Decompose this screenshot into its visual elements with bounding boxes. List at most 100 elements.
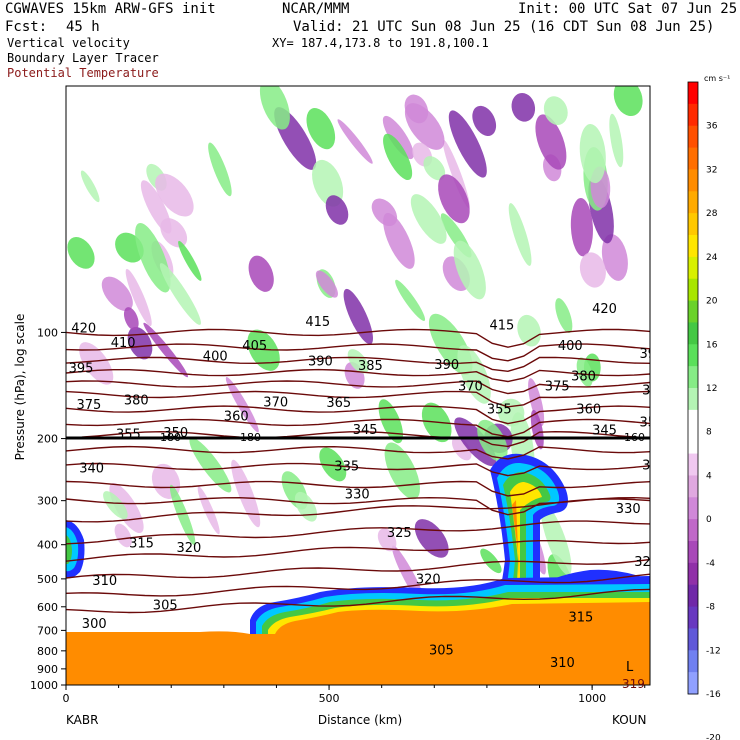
y-axis-label: Pressure (hPa), log scale	[13, 313, 27, 461]
velocity-cell	[208, 142, 232, 197]
y-tick-label: 500	[37, 573, 58, 586]
velocity-cell	[125, 268, 152, 327]
colorbar-label: -8	[706, 603, 715, 613]
colorbar-swatch	[688, 82, 698, 105]
contour-label: 370	[458, 379, 483, 394]
velocity-cell	[511, 92, 536, 122]
velocity-cell	[371, 198, 398, 227]
contour-label: 330	[616, 502, 641, 517]
colorbar-swatch	[688, 191, 698, 214]
velocity-cell	[325, 195, 349, 225]
contour-label: 410	[111, 336, 136, 351]
colorbar-swatch	[688, 475, 698, 498]
cross-section-xy: XY= 187.4,173.8 to 191.8,100.1	[272, 36, 489, 50]
velocity-cell	[79, 342, 114, 385]
colorbar-label: 12	[706, 384, 717, 394]
contour-label: 390	[434, 358, 459, 373]
contour-label: 345	[592, 424, 617, 439]
velocity-cell	[103, 491, 128, 520]
velocity-cell	[101, 276, 133, 312]
contour-label: 375	[545, 379, 570, 394]
colorbar-label: -20	[706, 734, 721, 740]
velocity-cell	[159, 263, 201, 325]
colorbar-label: 0	[706, 515, 712, 525]
velocity-cell	[135, 222, 171, 293]
theta-contour-line	[66, 405, 650, 425]
theta-contour-line	[66, 356, 650, 373]
y-tick-label: 1000	[30, 679, 58, 692]
velocity-cell	[123, 307, 139, 331]
velocity-cell	[410, 194, 447, 244]
colorbar-swatch	[688, 519, 698, 542]
velocity-cell	[480, 548, 502, 574]
contour-label: 310	[550, 656, 575, 671]
velocity-cell	[114, 523, 132, 548]
colorbar-swatch	[688, 453, 698, 476]
velocity-cell	[155, 173, 194, 217]
vertical-velocity-field	[67, 86, 643, 610]
valid-time: Valid: 21 UTC Sun 08 Jun 25 (16 CDT Sun …	[293, 19, 715, 35]
y-tick-label: 600	[37, 601, 58, 614]
colorbar-swatch	[688, 628, 698, 651]
contour-label: 390	[308, 354, 333, 369]
x-start-station: KABR	[66, 713, 99, 727]
theta-contour-line	[66, 520, 650, 545]
velocity-cell	[451, 436, 472, 461]
contour-label: 385	[358, 359, 383, 374]
velocity-cell	[404, 94, 429, 124]
contour-label: 325	[634, 555, 659, 570]
velocity-cell	[395, 279, 426, 321]
contour-label: 395	[640, 347, 665, 362]
velocity-cell	[248, 255, 274, 292]
contour-label: 400	[558, 339, 583, 354]
colorbar-swatch	[688, 409, 698, 433]
contour-label: 355	[487, 403, 512, 418]
theta-contour-line	[66, 390, 650, 408]
velocity-cell	[312, 159, 344, 207]
y-tick-label: 100	[37, 326, 58, 339]
contour-label: 365	[326, 396, 351, 411]
colorbar-label: 32	[706, 165, 717, 175]
potential-temperature-contours	[66, 328, 650, 614]
contour-label: 315	[569, 610, 594, 625]
theta-contour-line	[66, 445, 650, 460]
colorbar-swatch	[688, 562, 698, 586]
contour-label: 370	[263, 395, 288, 410]
velocity-cell	[259, 86, 290, 130]
colorbar-label: 28	[706, 209, 718, 219]
contour-label: 350	[163, 426, 188, 441]
velocity-cell	[343, 288, 373, 345]
velocity-cell	[377, 528, 397, 552]
velocity-cell	[601, 234, 628, 281]
contour-label: 335	[334, 459, 359, 474]
colorbar-label: 36	[706, 122, 718, 132]
colorbar-swatch	[688, 431, 698, 455]
colorbar-swatch	[688, 278, 698, 302]
x-tick-label: 0	[63, 692, 70, 705]
theta-contour-line	[66, 380, 650, 395]
contour-label: 325	[387, 526, 412, 541]
fcst-value: 45 h	[66, 19, 100, 35]
velocity-cell	[315, 270, 338, 298]
velocity-cell	[231, 459, 261, 528]
theta-contour-line	[66, 368, 650, 383]
tropopause-inline-label: 180	[160, 431, 181, 444]
y-tick-label: 400	[37, 539, 58, 552]
contour-label: 415	[305, 315, 330, 330]
x-tick-label: 500	[319, 692, 340, 705]
velocity-cell	[337, 119, 373, 164]
velocity-cell	[576, 357, 593, 387]
contour-label: 400	[203, 349, 228, 364]
colorbar-label: 24	[706, 253, 718, 263]
colorbar-swatch	[688, 366, 698, 389]
contour-label: 320	[416, 572, 441, 587]
velocity-cell	[109, 482, 144, 534]
colorbar-units: cm s⁻¹	[704, 74, 731, 83]
theta-contour-line	[66, 343, 650, 362]
velocity-cell	[540, 503, 572, 576]
velocity-cell	[555, 298, 573, 334]
contour-label: 365	[642, 384, 667, 399]
velocity-cell	[382, 115, 414, 160]
contour-label: 350	[640, 416, 665, 431]
contour-label: 305	[429, 644, 454, 659]
